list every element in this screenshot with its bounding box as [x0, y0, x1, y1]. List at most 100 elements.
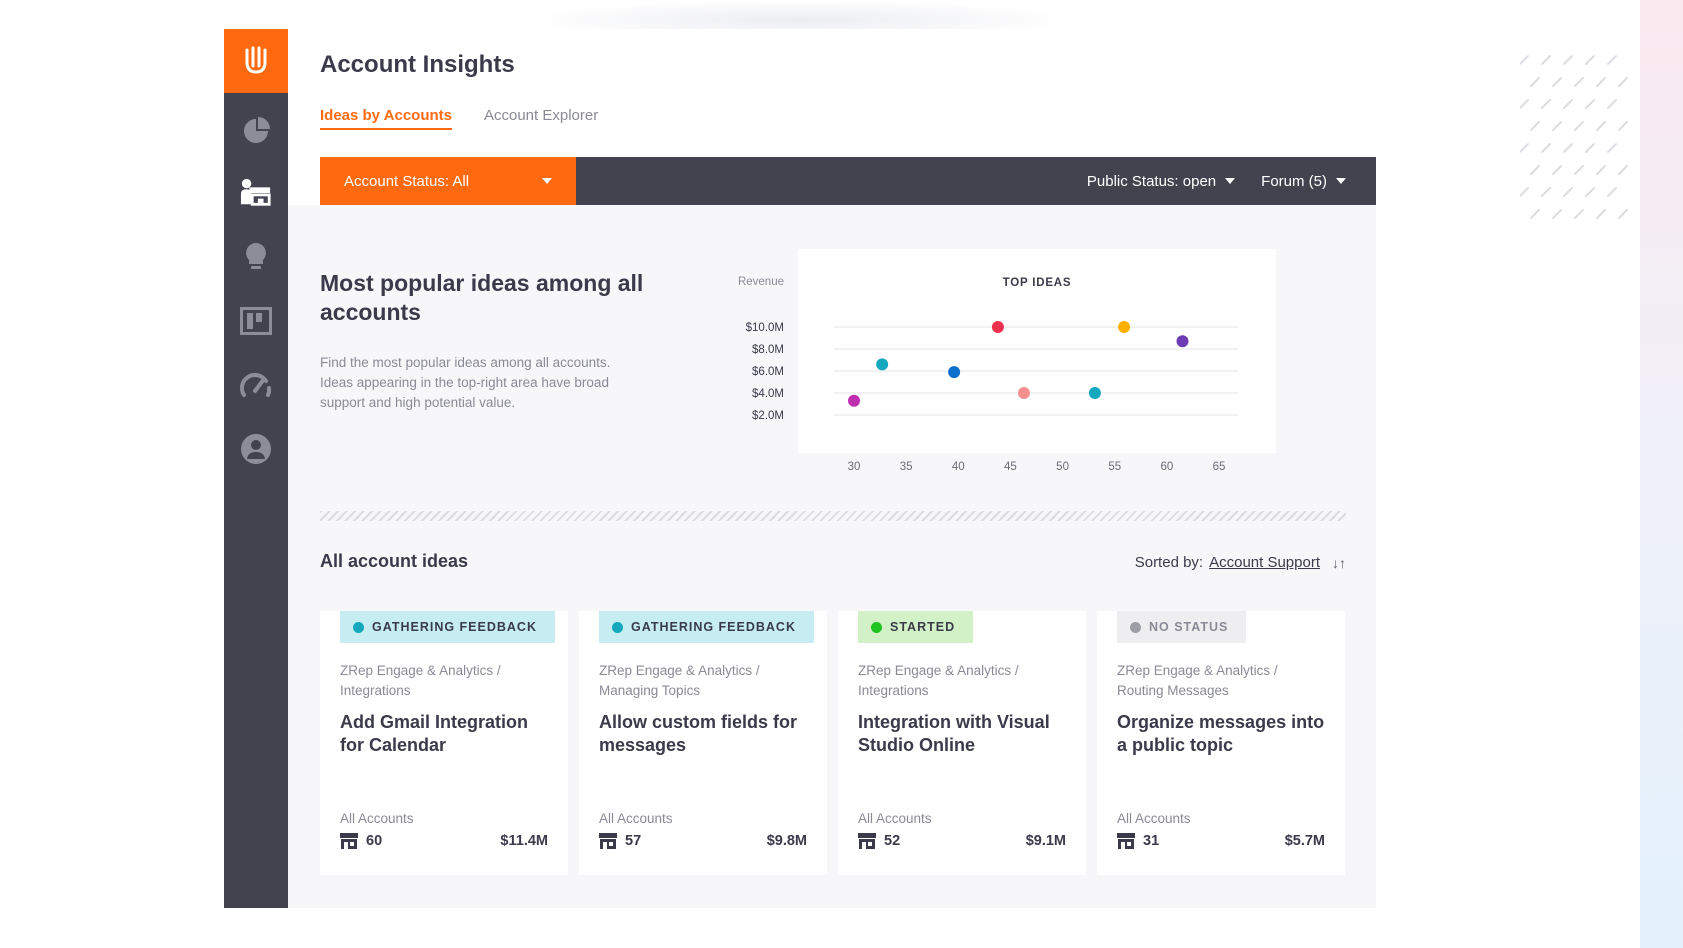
- chart-plot-background: [798, 249, 1276, 453]
- accounts-label: All Accounts: [1117, 811, 1191, 826]
- accounts-label: All Accounts: [340, 811, 414, 826]
- card-footer: 31 $5.7M: [1117, 833, 1325, 849]
- idea-card[interactable]: NO STATUS ZRep Engage & Analytics / Rout…: [1097, 611, 1345, 875]
- main-area: Account Insights Ideas by Accounts Accou…: [288, 29, 1376, 908]
- page-header: Account Insights Ideas by Accounts Accou…: [288, 29, 1376, 157]
- idea-category: ZRep Engage & Analytics / Managing Topic…: [599, 663, 760, 698]
- idea-title: Organize messages into a public topic: [1117, 712, 1325, 755]
- decorative-dash: [1574, 165, 1584, 175]
- idea-revenue: $9.8M: [766, 833, 807, 849]
- store-icon: [1117, 833, 1135, 849]
- public-status-label: Public Status: open: [1086, 172, 1217, 190]
- analytics-icon[interactable]: [240, 115, 272, 147]
- forum-label: Forum (5): [1261, 172, 1327, 190]
- ideas-icon[interactable]: [240, 241, 272, 273]
- forum-dropdown[interactable]: Forum (5): [1261, 173, 1346, 190]
- profile-icon[interactable]: [240, 433, 272, 465]
- section-divider: [320, 511, 1346, 521]
- sort-control: Sorted by: Account Support ↓↑: [1135, 554, 1346, 571]
- decorative-dash: [1596, 209, 1606, 219]
- page-title: Account Insights: [320, 51, 515, 78]
- scatter-point[interactable]: [876, 358, 889, 371]
- decorative-dash: [1585, 99, 1595, 109]
- decorative-dash: [1574, 121, 1584, 131]
- status-label: GATHERING FEEDBACK: [372, 620, 537, 634]
- status-badge: STARTED: [858, 611, 974, 643]
- status-badge: NO STATUS: [1117, 611, 1247, 643]
- decorative-dash: [1618, 165, 1628, 175]
- decorative-dash: [1585, 187, 1595, 197]
- status-dot: [1130, 621, 1141, 633]
- accounts-label: All Accounts: [858, 811, 932, 826]
- decorative-dash: [1520, 55, 1529, 65]
- status-dot: [871, 621, 882, 633]
- scatter-point[interactable]: [1176, 335, 1189, 348]
- decorative-dash: [1607, 55, 1617, 65]
- roadmap-icon[interactable]: [240, 305, 272, 337]
- store-icon: [340, 833, 358, 849]
- insight-description: Find the most popular ideas among all ac…: [320, 355, 611, 410]
- scatter-point[interactable]: [848, 394, 860, 407]
- status-label: NO STATUS: [1149, 620, 1229, 634]
- tab-account-explorer[interactable]: Account Explorer: [483, 107, 599, 124]
- decorative-dash: [1552, 121, 1562, 131]
- decorative-dash: [1530, 165, 1540, 175]
- scatter-point[interactable]: [1118, 321, 1131, 333]
- tab-ideas-by-accounts[interactable]: Ideas by Accounts: [320, 107, 452, 130]
- idea-title: Allow custom fields for messages: [599, 712, 798, 755]
- accounts-icon[interactable]: [240, 177, 272, 209]
- account-count: 31: [1143, 833, 1160, 849]
- scatter-point[interactable]: [948, 366, 961, 379]
- scatter-point[interactable]: [1088, 387, 1101, 399]
- chevron-down-icon: [1336, 178, 1346, 184]
- card-footer: 57 $9.8M: [599, 833, 807, 849]
- scatter-point[interactable]: [1017, 387, 1030, 399]
- sidebar: [224, 29, 288, 908]
- x-tick-label: 35: [900, 461, 913, 473]
- idea-card[interactable]: STARTED ZRep Engage & Analytics / Integr…: [838, 611, 1086, 875]
- decorative-dash: [1552, 209, 1562, 219]
- decorative-dash: [1618, 209, 1628, 219]
- status-badge: GATHERING FEEDBACK: [599, 611, 814, 643]
- app-logo[interactable]: [224, 29, 288, 93]
- performance-icon[interactable]: [240, 369, 272, 401]
- y-tick-label: $2.0M: [752, 410, 784, 422]
- tab-bar: Ideas by Accounts Account Explorer: [320, 107, 598, 130]
- y-tick-label: $10.0M: [746, 322, 784, 334]
- decorative-dash: [1585, 55, 1595, 65]
- decorative-dash: [1520, 143, 1529, 153]
- public-status-dropdown[interactable]: Public Status: open: [1086, 172, 1236, 190]
- sort-direction-icon[interactable]: ↓↑: [1332, 554, 1346, 571]
- chevron-down-icon: [542, 178, 552, 184]
- decorative-dash: [1520, 187, 1529, 197]
- idea-revenue: $11.4M: [500, 833, 548, 849]
- account-count: 57: [625, 833, 642, 849]
- x-tick-label: 40: [952, 461, 965, 473]
- idea-category: ZRep Engage & Analytics / Integrations: [340, 663, 501, 698]
- decorative-dash: [1530, 209, 1540, 219]
- decorative-dash: [1563, 55, 1573, 65]
- idea-revenue: $9.1M: [1025, 833, 1066, 849]
- logo-icon: [245, 46, 267, 74]
- status-label: STARTED: [890, 620, 956, 634]
- x-tick-label: 30: [848, 461, 861, 473]
- filter-bar-right: Public Status: open Forum (5): [1087, 157, 1346, 205]
- decorative-dash: [1520, 99, 1529, 109]
- idea-revenue: $5.7M: [1284, 833, 1325, 849]
- idea-title: Add Gmail Integration for Calendar: [340, 712, 529, 755]
- filter-bar: Account Status: All Public Status: open …: [320, 157, 1376, 205]
- scatter-point[interactable]: [991, 321, 1004, 333]
- decorative-dash: [1574, 209, 1584, 219]
- idea-card[interactable]: GATHERING FEEDBACK ZRep Engage & Analyti…: [579, 611, 827, 875]
- decorative-dash: [1596, 77, 1606, 87]
- status-badge: GATHERING FEEDBACK: [340, 611, 555, 643]
- idea-card[interactable]: GATHERING FEEDBACK ZRep Engage & Analyti…: [320, 611, 568, 875]
- card-footer: 60 $11.4M: [340, 833, 548, 849]
- sort-field-link[interactable]: Account Support: [1209, 554, 1320, 571]
- decorative-dash: [1563, 143, 1573, 153]
- account-status-dropdown[interactable]: Account Status: All: [320, 157, 576, 205]
- idea-cards: GATHERING FEEDBACK ZRep Engage & Analyti…: [320, 611, 1345, 875]
- idea-category: ZRep Engage & Analytics / Routing Messag…: [1117, 663, 1278, 698]
- y-axis-label: Revenue: [738, 276, 784, 288]
